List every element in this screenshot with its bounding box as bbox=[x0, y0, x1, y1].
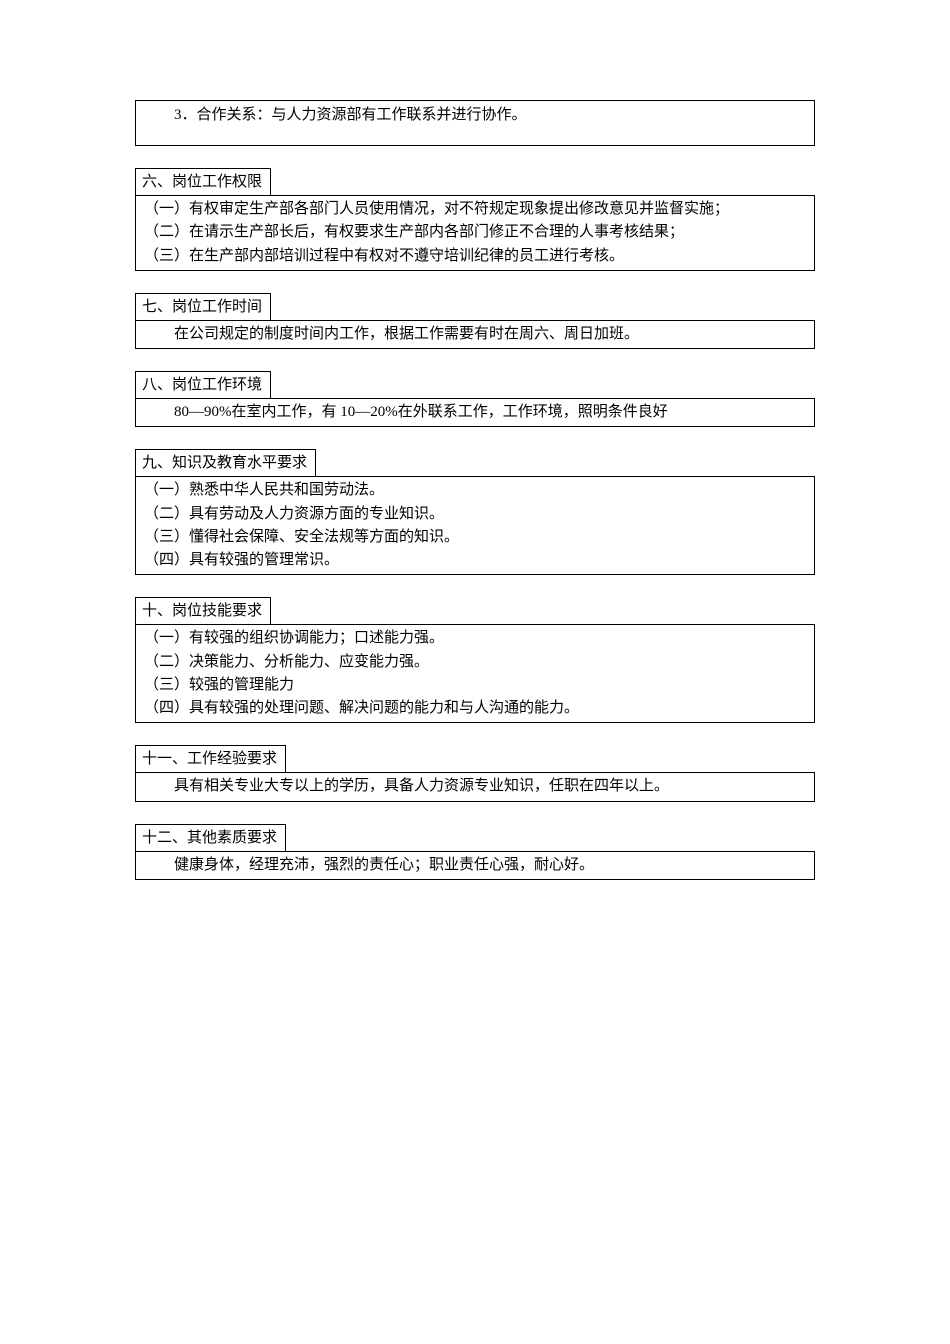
s10-line1: （一）有较强的组织协调能力；口述能力强。 bbox=[144, 627, 806, 650]
section-6: 六、岗位工作权限 （一）有权审定生产部各部门人员使用情况，对不符规定现象提出修改… bbox=[135, 168, 815, 271]
heading-7: 七、岗位工作时间 bbox=[135, 293, 271, 321]
heading-8: 八、岗位工作环境 bbox=[135, 371, 271, 399]
content-12: 健康身体，经理充沛，强烈的责任心；职业责任心强，耐心好。 bbox=[135, 851, 815, 880]
heading-9: 九、知识及教育水平要求 bbox=[135, 449, 316, 477]
s9-line2: （二）具有劳动及人力资源方面的专业知识。 bbox=[144, 503, 806, 526]
content-10: （一）有较强的组织协调能力；口述能力强。 （二）决策能力、分析能力、应变能力强。… bbox=[135, 624, 815, 723]
content-6: （一）有权审定生产部各部门人员使用情况，对不符规定现象提出修改意见并监督实施； … bbox=[135, 195, 815, 271]
s9-line1: （一）熟悉中华人民共和国劳动法。 bbox=[144, 479, 806, 502]
heading-11: 十一、工作经验要求 bbox=[135, 745, 286, 773]
s6-line1: （一）有权审定生产部各部门人员使用情况，对不符规定现象提出修改意见并监督实施； bbox=[144, 198, 806, 221]
section-11: 十一、工作经验要求 具有相关专业大专以上的学历，具备人力资源专业知识，任职在四年… bbox=[135, 745, 815, 801]
s10-line2: （二）决策能力、分析能力、应变能力强。 bbox=[144, 651, 806, 674]
section-10: 十、岗位技能要求 （一）有较强的组织协调能力；口述能力强。 （二）决策能力、分析… bbox=[135, 597, 815, 723]
content-7: 在公司规定的制度时间内工作，根据工作需要有时在周六、周日加班。 bbox=[135, 320, 815, 349]
content-8: 80—90%在室内工作，有 10—20%在外联系工作，工作环境，照明条件良好 bbox=[135, 398, 815, 427]
s6-line2: （二）在请示生产部长后，有权要求生产部内各部门修正不合理的人事考核结果； bbox=[144, 221, 806, 244]
s9-line3: （三）懂得社会保障、安全法规等方面的知识。 bbox=[144, 526, 806, 549]
heading-12: 十二、其他素质要求 bbox=[135, 824, 286, 852]
section-9: 九、知识及教育水平要求 （一）熟悉中华人民共和国劳动法。 （二）具有劳动及人力资… bbox=[135, 449, 815, 575]
s8-line1: 80—90%在室内工作，有 10—20%在外联系工作，工作环境，照明条件良好 bbox=[144, 401, 806, 424]
s11-line1: 具有相关专业大专以上的学历，具备人力资源专业知识，任职在四年以上。 bbox=[144, 775, 806, 798]
s6-line3: （三）在生产部内部培训过程中有权对不遵守培训纪律的员工进行考核。 bbox=[144, 245, 806, 268]
s10-line3: （三）较强的管理能力 bbox=[144, 674, 806, 697]
s9-line4: （四）具有较强的管理常识。 bbox=[144, 549, 806, 572]
heading-10: 十、岗位技能要求 bbox=[135, 597, 271, 625]
s10-line4: （四）具有较强的处理问题、解决问题的能力和与人沟通的能力。 bbox=[144, 697, 806, 720]
top-continuation-box: 3．合作关系：与人力资源部有工作联系并进行协作。 bbox=[135, 100, 815, 146]
content-9: （一）熟悉中华人民共和国劳动法。 （二）具有劳动及人力资源方面的专业知识。 （三… bbox=[135, 476, 815, 575]
section-8: 八、岗位工作环境 80—90%在室内工作，有 10—20%在外联系工作，工作环境… bbox=[135, 371, 815, 427]
heading-6: 六、岗位工作权限 bbox=[135, 168, 271, 196]
section-7: 七、岗位工作时间 在公司规定的制度时间内工作，根据工作需要有时在周六、周日加班。 bbox=[135, 293, 815, 349]
document-page: 3．合作关系：与人力资源部有工作联系并进行协作。 六、岗位工作权限 （一）有权审… bbox=[0, 0, 950, 1344]
content-11: 具有相关专业大专以上的学历，具备人力资源专业知识，任职在四年以上。 bbox=[135, 772, 815, 801]
s12-line1: 健康身体，经理充沛，强烈的责任心；职业责任心强，耐心好。 bbox=[144, 854, 806, 877]
section-12: 十二、其他素质要求 健康身体，经理充沛，强烈的责任心；职业责任心强，耐心好。 bbox=[135, 824, 815, 880]
top-item-text: 3．合作关系：与人力资源部有工作联系并进行协作。 bbox=[144, 104, 806, 127]
s7-line1: 在公司规定的制度时间内工作，根据工作需要有时在周六、周日加班。 bbox=[144, 323, 806, 346]
